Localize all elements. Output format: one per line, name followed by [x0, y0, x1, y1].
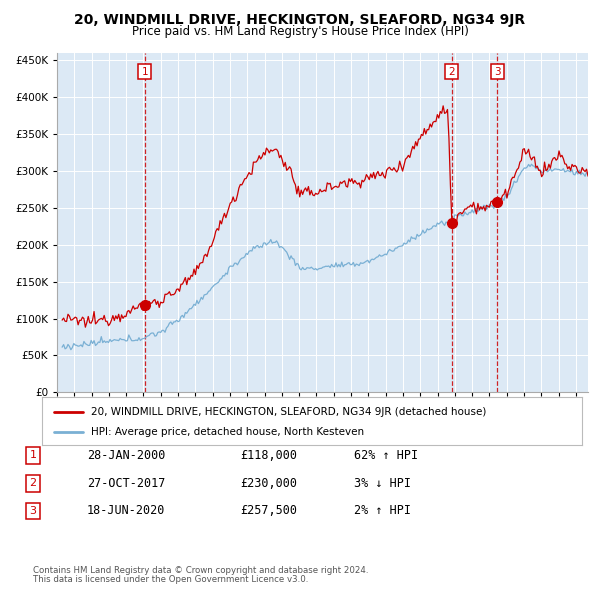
Text: 1: 1 [142, 67, 148, 77]
Text: 3: 3 [29, 506, 37, 516]
Text: 1: 1 [29, 451, 37, 460]
Text: 62% ↑ HPI: 62% ↑ HPI [354, 449, 418, 462]
Text: 20, WINDMILL DRIVE, HECKINGTON, SLEAFORD, NG34 9JR (detached house): 20, WINDMILL DRIVE, HECKINGTON, SLEAFORD… [91, 407, 486, 417]
Text: 18-JUN-2020: 18-JUN-2020 [87, 504, 166, 517]
Text: 3: 3 [494, 67, 500, 77]
Text: Price paid vs. HM Land Registry's House Price Index (HPI): Price paid vs. HM Land Registry's House … [131, 25, 469, 38]
Text: 20, WINDMILL DRIVE, HECKINGTON, SLEAFORD, NG34 9JR: 20, WINDMILL DRIVE, HECKINGTON, SLEAFORD… [74, 13, 526, 27]
Text: 2% ↑ HPI: 2% ↑ HPI [354, 504, 411, 517]
Text: 3% ↓ HPI: 3% ↓ HPI [354, 477, 411, 490]
Text: Contains HM Land Registry data © Crown copyright and database right 2024.: Contains HM Land Registry data © Crown c… [33, 566, 368, 575]
Text: This data is licensed under the Open Government Licence v3.0.: This data is licensed under the Open Gov… [33, 575, 308, 584]
Text: 28-JAN-2000: 28-JAN-2000 [87, 449, 166, 462]
Text: £257,500: £257,500 [240, 504, 297, 517]
Text: HPI: Average price, detached house, North Kesteven: HPI: Average price, detached house, Nort… [91, 427, 364, 437]
Text: 2: 2 [29, 478, 37, 488]
Text: £118,000: £118,000 [240, 449, 297, 462]
Text: 2: 2 [448, 67, 455, 77]
Text: £230,000: £230,000 [240, 477, 297, 490]
Text: 27-OCT-2017: 27-OCT-2017 [87, 477, 166, 490]
